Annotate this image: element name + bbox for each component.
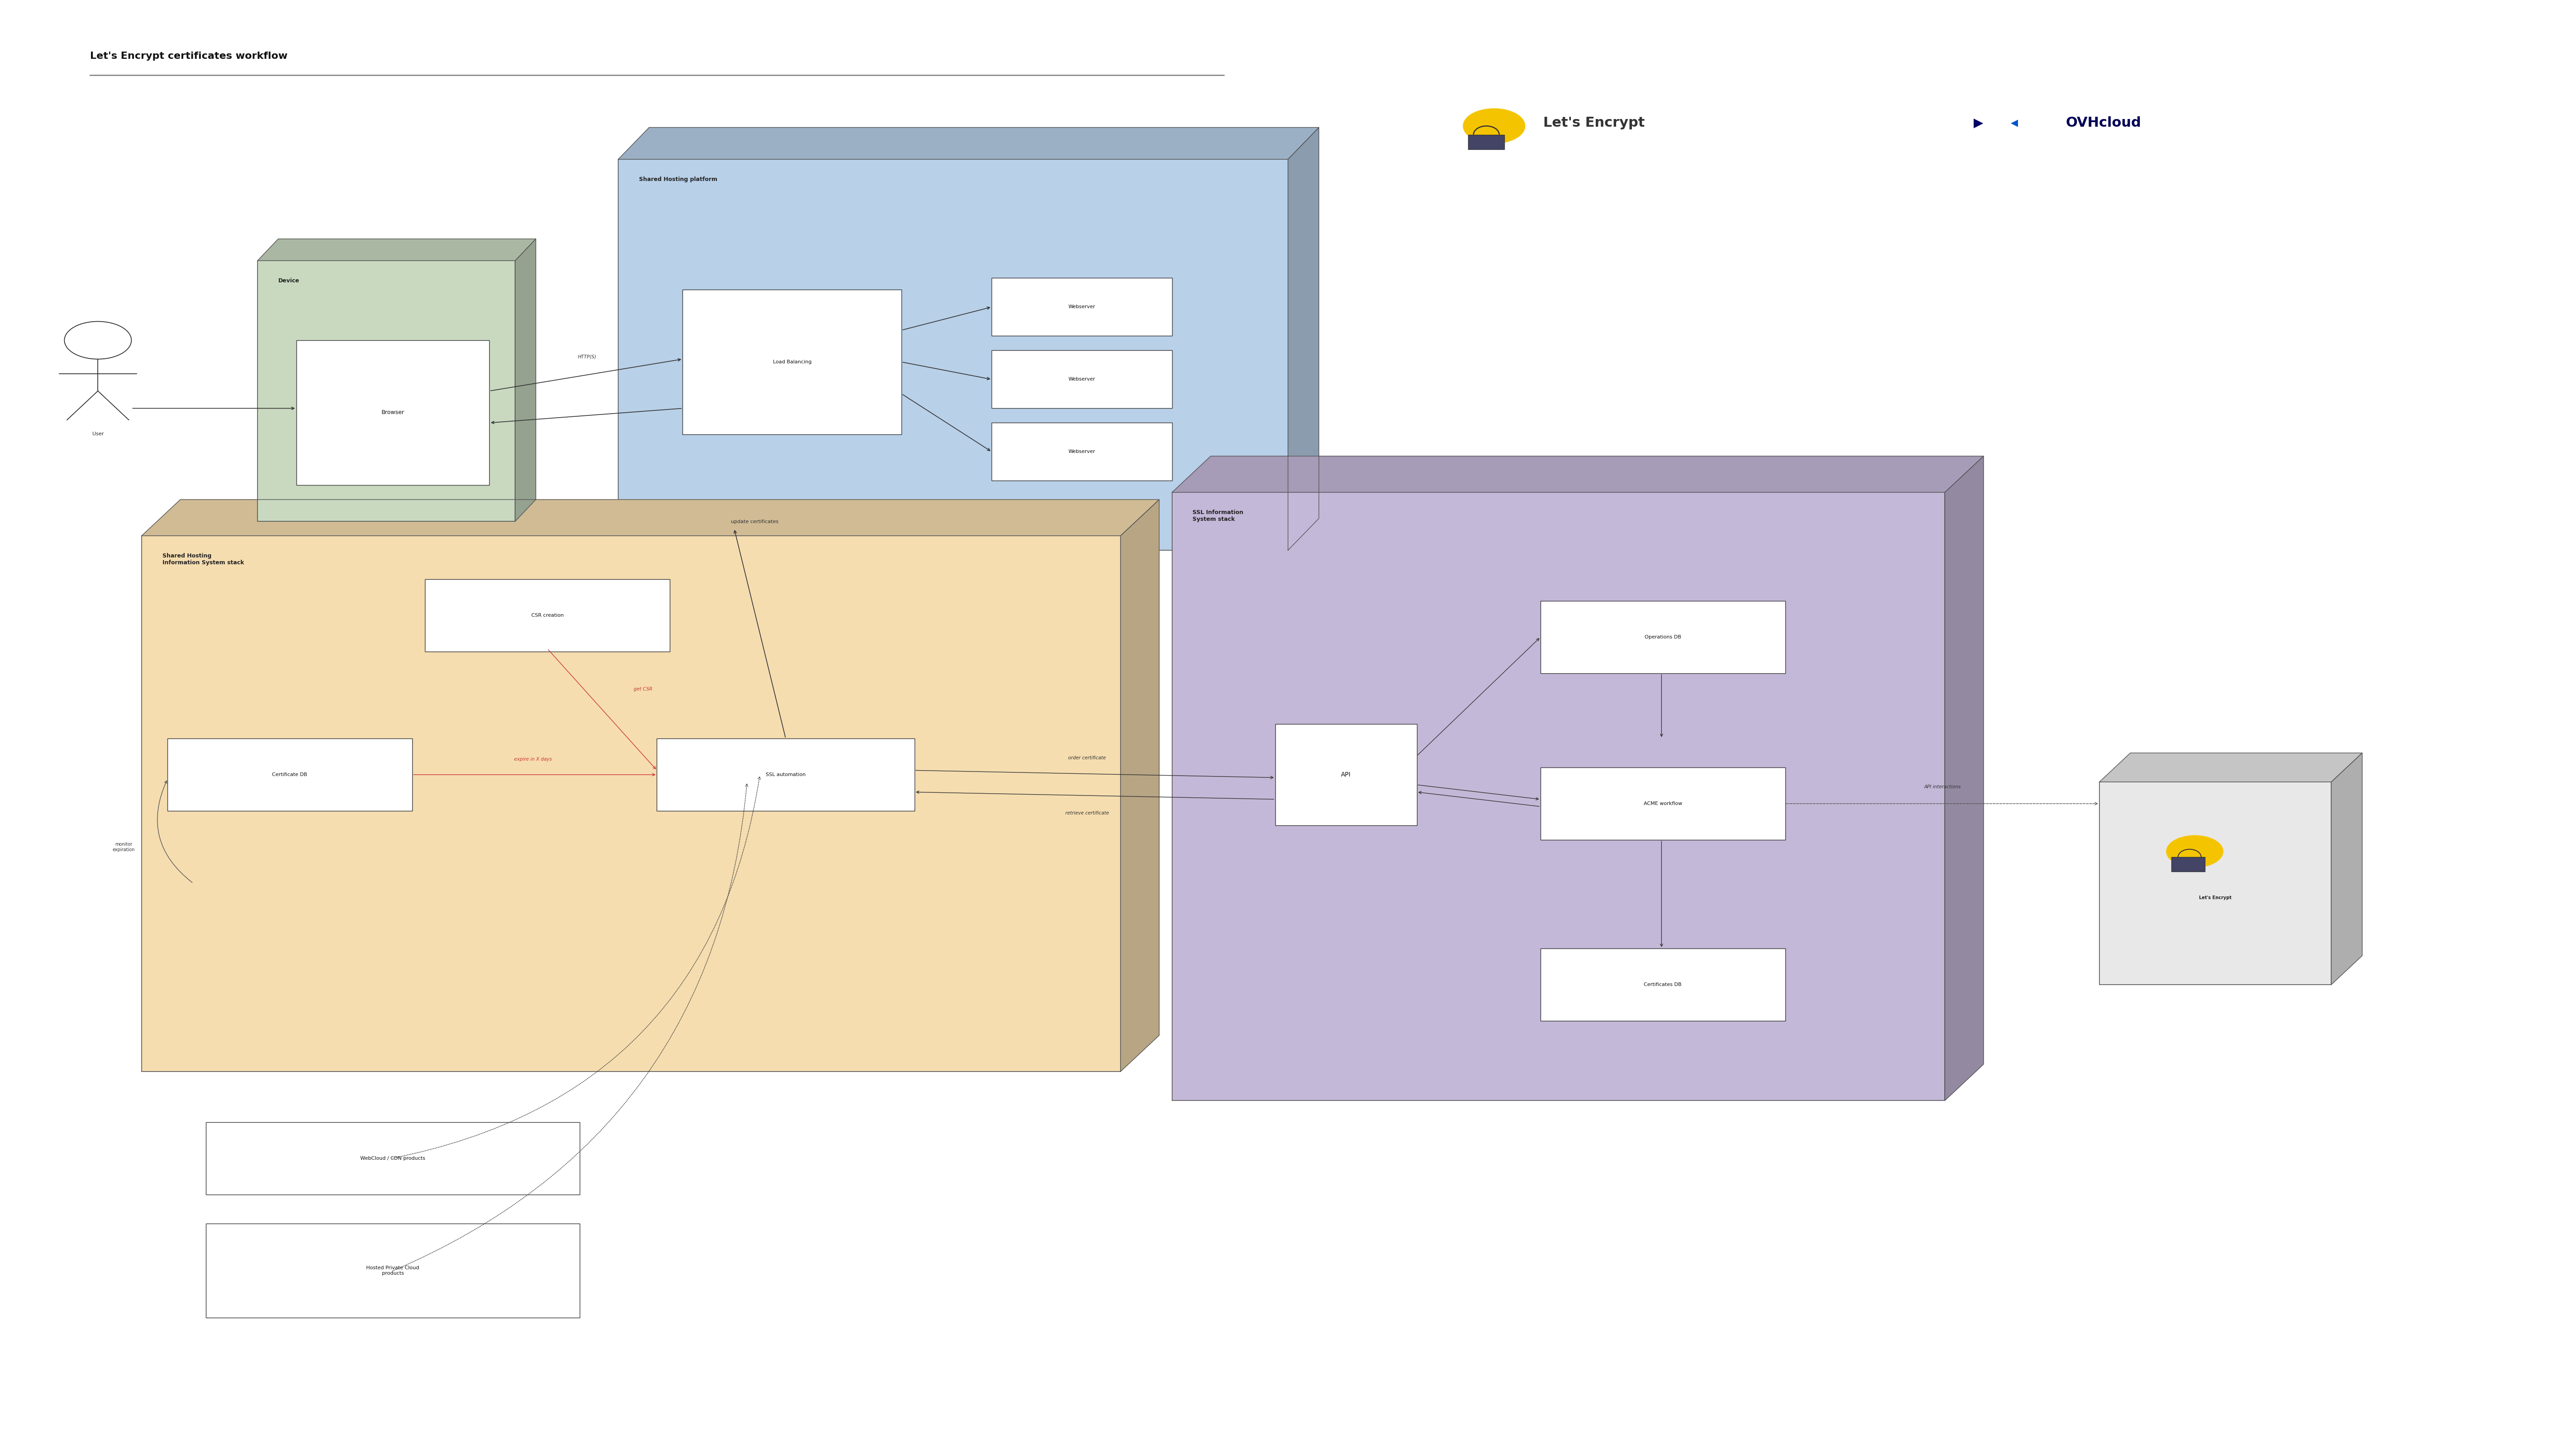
Bar	[258, 261, 515, 521]
Circle shape	[2166, 835, 2223, 867]
Text: User: User	[93, 432, 103, 436]
Text: Let's Encrypt: Let's Encrypt	[2200, 895, 2231, 901]
Text: order certificate: order certificate	[1069, 756, 1105, 760]
Text: update certificates: update certificates	[732, 520, 778, 524]
Text: SSL Information
System stack: SSL Information System stack	[1193, 510, 1244, 523]
Bar	[1540, 948, 1785, 1021]
Text: Let's Encrypt certificates workflow: Let's Encrypt certificates workflow	[90, 52, 289, 61]
Text: get CSR: get CSR	[634, 686, 652, 692]
Text: Webserver: Webserver	[1069, 376, 1095, 382]
Polygon shape	[2331, 753, 2362, 985]
Text: Certificate DB: Certificate DB	[273, 772, 307, 778]
Circle shape	[1463, 109, 1525, 143]
Polygon shape	[1121, 500, 1159, 1072]
Bar	[2172, 857, 2205, 872]
Text: Webserver: Webserver	[1069, 449, 1095, 455]
Text: Shared Hosting
Information System stack: Shared Hosting Information System stack	[162, 553, 245, 566]
Text: API: API	[1342, 772, 1350, 778]
Bar	[296, 340, 489, 485]
Text: Webserver: Webserver	[1069, 304, 1095, 310]
Polygon shape	[1172, 456, 1984, 492]
Bar	[657, 738, 914, 811]
Bar	[992, 350, 1172, 408]
Bar	[1275, 724, 1417, 825]
Bar	[167, 738, 412, 811]
Text: ◀: ◀	[2012, 119, 2017, 127]
Bar	[1540, 767, 1785, 840]
Text: Certificates DB: Certificates DB	[1643, 982, 1682, 988]
Polygon shape	[258, 239, 536, 261]
Text: monitor
expiration: monitor expiration	[113, 843, 134, 851]
Polygon shape	[2099, 753, 2362, 782]
Text: OVHcloud: OVHcloud	[2066, 116, 2141, 130]
Text: ACME workflow: ACME workflow	[1643, 801, 1682, 807]
Text: Shared Hosting platform: Shared Hosting platform	[639, 177, 716, 182]
Bar	[618, 159, 1288, 550]
Text: Hosted Private Cloud
products: Hosted Private Cloud products	[366, 1266, 420, 1276]
Polygon shape	[618, 127, 1319, 159]
Text: Load Balancing: Load Balancing	[773, 359, 811, 365]
Bar	[206, 1122, 580, 1195]
Text: WebCloud / CDN products: WebCloud / CDN products	[361, 1156, 425, 1161]
Bar	[142, 536, 1121, 1072]
Bar	[206, 1224, 580, 1318]
Polygon shape	[142, 500, 1159, 536]
Text: SSL automation: SSL automation	[765, 772, 806, 778]
Polygon shape	[515, 239, 536, 521]
Text: retrieve certificate: retrieve certificate	[1066, 811, 1108, 815]
Bar	[992, 278, 1172, 336]
Text: ▶: ▶	[1973, 117, 1984, 129]
Text: Operations DB: Operations DB	[1643, 634, 1682, 640]
Polygon shape	[1288, 127, 1319, 550]
Text: API interactions: API interactions	[1924, 785, 1960, 789]
Text: HTTP(S): HTTP(S)	[577, 355, 598, 359]
Text: Browser: Browser	[381, 410, 404, 416]
Bar	[2099, 782, 2331, 985]
Polygon shape	[1945, 456, 1984, 1100]
Text: Let's Encrypt: Let's Encrypt	[1543, 116, 1643, 130]
Text: expire in X days: expire in X days	[515, 757, 551, 762]
Bar	[1540, 601, 1785, 673]
Text: Device: Device	[278, 278, 299, 284]
Bar	[683, 290, 902, 434]
Text: CSR creation: CSR creation	[531, 613, 564, 618]
Bar	[992, 423, 1172, 481]
Bar	[425, 579, 670, 652]
Bar	[1468, 135, 1504, 149]
Bar	[1172, 492, 1945, 1100]
